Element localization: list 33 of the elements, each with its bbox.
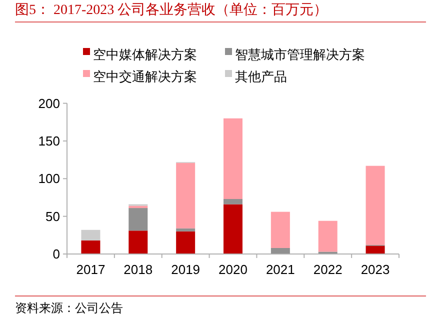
x-tick-label: 2018: [124, 262, 153, 277]
bar: [81, 230, 100, 240]
bar: [128, 208, 148, 231]
bar: [224, 204, 242, 254]
bar: [270, 212, 290, 248]
bar: [128, 230, 148, 254]
bar: [318, 220, 338, 252]
bar: [270, 248, 290, 254]
x-tick-label: 2021: [266, 262, 295, 277]
bar: [224, 198, 242, 204]
y-tick-label: 200: [38, 96, 60, 111]
legend-label: 空中交通解决方案: [93, 69, 197, 84]
x-tick-label: 2017: [76, 262, 106, 277]
bar: [176, 228, 196, 232]
bar: [366, 246, 385, 254]
y-tick-label: 0: [52, 246, 60, 262]
y-tick-label: 150: [38, 133, 60, 148]
y-tick-label: 100: [38, 171, 60, 186]
legend-label: 智慧城市管理解决方案: [235, 47, 365, 62]
x-tick-label: 2023: [360, 262, 390, 277]
bar: [176, 162, 196, 228]
y-tick-label: 50: [46, 208, 60, 224]
bar: [224, 118, 242, 199]
x-tick-label: 2019: [171, 262, 200, 277]
bar: [81, 240, 100, 254]
text: 资料来源：公司公告: [15, 301, 123, 315]
legend-label: 其他产品: [235, 69, 287, 84]
bar: [176, 231, 196, 254]
x-tick-label: 2022: [313, 262, 342, 277]
legend-label: 空中媒体解决方案: [93, 47, 197, 62]
bar: [366, 166, 385, 245]
x-tick-label: 2020: [218, 262, 248, 277]
chart-title: 图5： 2017-2023 公司各业务营收（单位：百万元）: [15, 2, 328, 18]
